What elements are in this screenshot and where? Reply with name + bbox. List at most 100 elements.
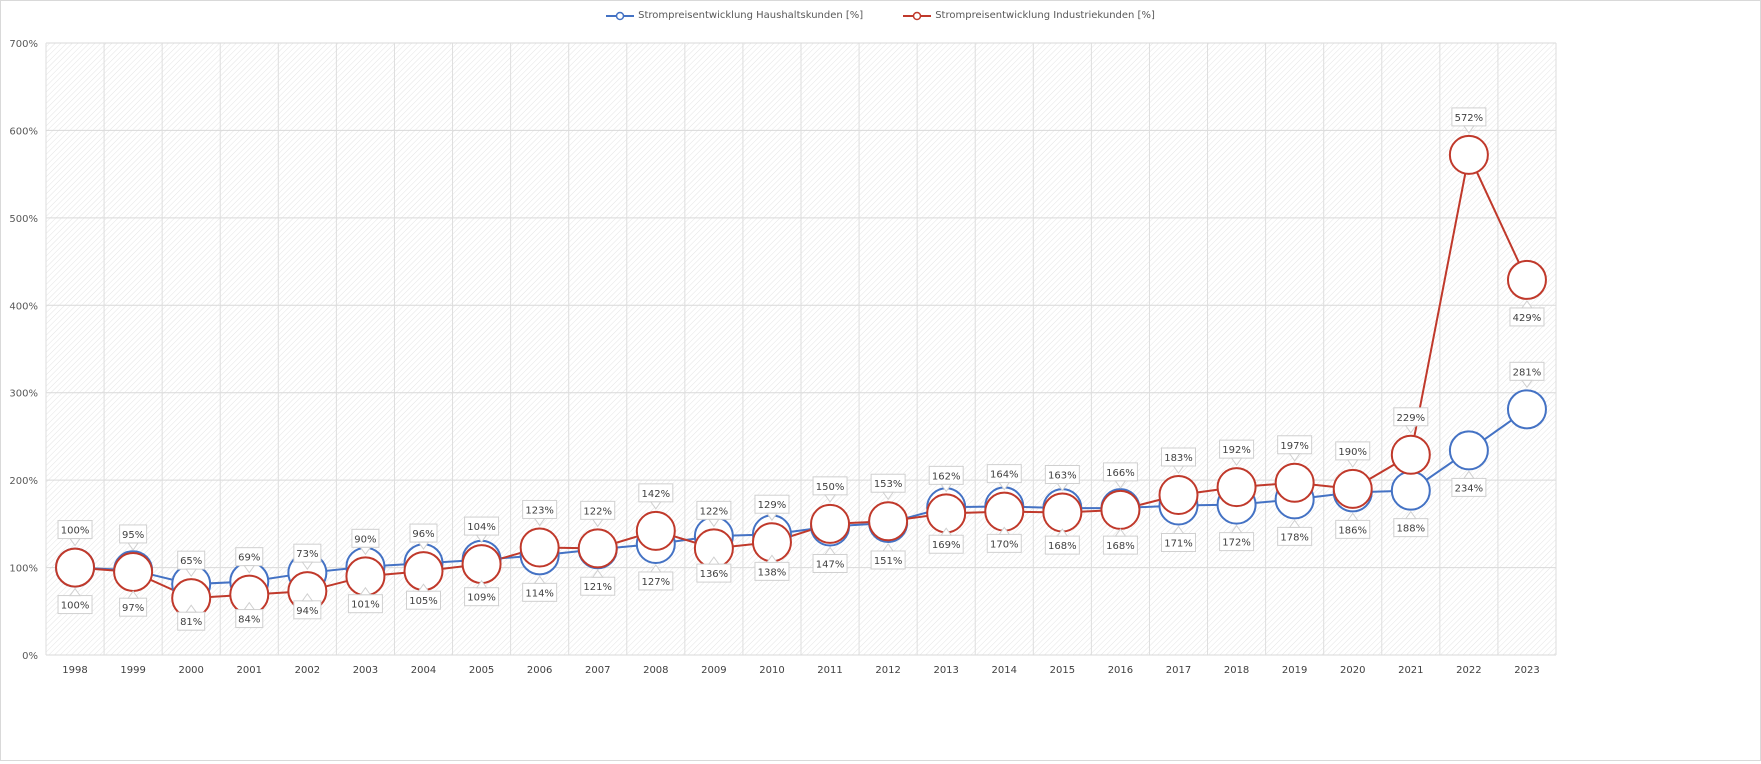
data-label: 122% [583,506,612,517]
data-label: 81% [180,617,202,628]
data-label: 168% [1106,541,1135,552]
data-label: 84% [238,615,260,626]
x-tick-label: 2001 [237,665,262,676]
data-label: 123% [525,505,554,516]
data-label: 122% [700,506,729,517]
x-tick-label: 2009 [701,665,726,676]
data-label-pointer [707,556,720,565]
data-label-pointer [417,583,430,592]
x-tick-label: 2021 [1398,665,1423,676]
data-label-pointer [940,527,953,536]
x-tick-label: 2017 [1166,665,1191,676]
data-label-pointer [1462,470,1475,479]
data-label-pointer [475,534,488,543]
y-tick-label: 700% [9,39,38,50]
data-label: 147% [816,559,845,570]
data-label: 65% [180,556,202,567]
data-point-1 [519,527,560,568]
data-label-pointer [475,579,488,589]
data-label: 100% [61,526,90,537]
x-tick-label: 2008 [643,665,668,676]
data-label: 168% [1048,541,1077,552]
x-tick-label: 2019 [1282,665,1307,676]
data-label: 129% [758,500,787,511]
data-point-1 [1216,467,1257,508]
data-point-1 [635,510,676,551]
data-label: 183% [1164,453,1193,464]
x-tick-label: 2004 [411,665,436,676]
data-point-0 [1390,470,1431,511]
legend-marker-household [606,11,635,20]
x-tick-label: 2000 [178,665,203,676]
x-tick-label: 2020 [1340,665,1365,676]
data-label-pointer [69,587,82,597]
data-label-pointer [185,568,198,578]
data-label-pointer [1288,453,1301,462]
data-point-1 [113,551,154,592]
data-label-pointer [1114,480,1127,489]
data-label-pointer [765,554,778,563]
legend: Strompreisentwicklung Haushaltskunden [%… [1,10,1760,21]
data-label-pointer [1520,300,1533,309]
data-point-0 [1506,389,1547,430]
data-label: 192% [1222,445,1251,456]
data-point-1 [1274,462,1315,503]
data-point-1 [926,493,967,534]
data-label: 186% [1338,525,1367,536]
x-tick-label: 2006 [527,665,552,676]
x-tick-label: 2005 [469,665,494,676]
data-label-pointer [1172,465,1185,474]
data-point-0 [1448,430,1489,471]
data-label-pointer [1462,125,1475,134]
x-tick-label: 2003 [353,665,378,676]
data-label-pointer [882,491,895,501]
data-label: 162% [932,471,961,482]
data-label: 97% [122,603,144,614]
data-label-pointer [359,586,372,596]
data-label: 142% [642,489,671,500]
x-tick-label: 2013 [933,665,958,676]
data-label: 164% [990,470,1019,481]
data-point-1 [461,544,502,585]
data-label-pointer [359,546,372,556]
data-label: 172% [1222,538,1251,549]
data-label-pointer [417,541,430,550]
data-label-pointer [1288,519,1301,528]
data-label: 171% [1164,538,1193,549]
data-label-pointer [1346,512,1359,521]
data-label-pointer [533,575,546,584]
data-label-pointer [533,517,546,527]
y-tick-label: 300% [9,389,38,400]
data-label-pointer [824,546,837,555]
data-label: 166% [1106,468,1135,479]
data-label-pointer [1404,425,1417,434]
x-tick-label: 2014 [992,665,1017,676]
data-label: 151% [874,556,903,567]
data-label-pointer [1230,457,1243,466]
data-point-1 [577,528,618,569]
data-label-pointer [69,538,82,547]
data-label-pointer [824,494,837,503]
data-label: 150% [816,482,845,493]
data-label-pointer [940,483,953,493]
data-label: 178% [1280,532,1309,543]
data-label-pointer [591,518,604,528]
data-label: 96% [412,529,434,540]
legend-label-industry: Strompreisentwicklung Industriekunden [%… [935,10,1155,21]
data-label: 73% [296,549,318,560]
data-label: 572% [1455,113,1484,124]
data-label: 170% [990,539,1019,550]
data-label-pointer [998,526,1011,535]
data-label-pointer [1172,525,1185,534]
data-label-pointer [127,542,140,551]
data-label: 100% [61,601,90,612]
data-point-1 [1506,259,1547,300]
data-point-1 [1158,475,1199,516]
y-tick-label: 100% [9,564,38,575]
data-label: 109% [467,593,496,604]
data-label: 90% [354,534,376,545]
data-label-pointer [1230,524,1243,534]
data-point-1 [984,491,1025,532]
